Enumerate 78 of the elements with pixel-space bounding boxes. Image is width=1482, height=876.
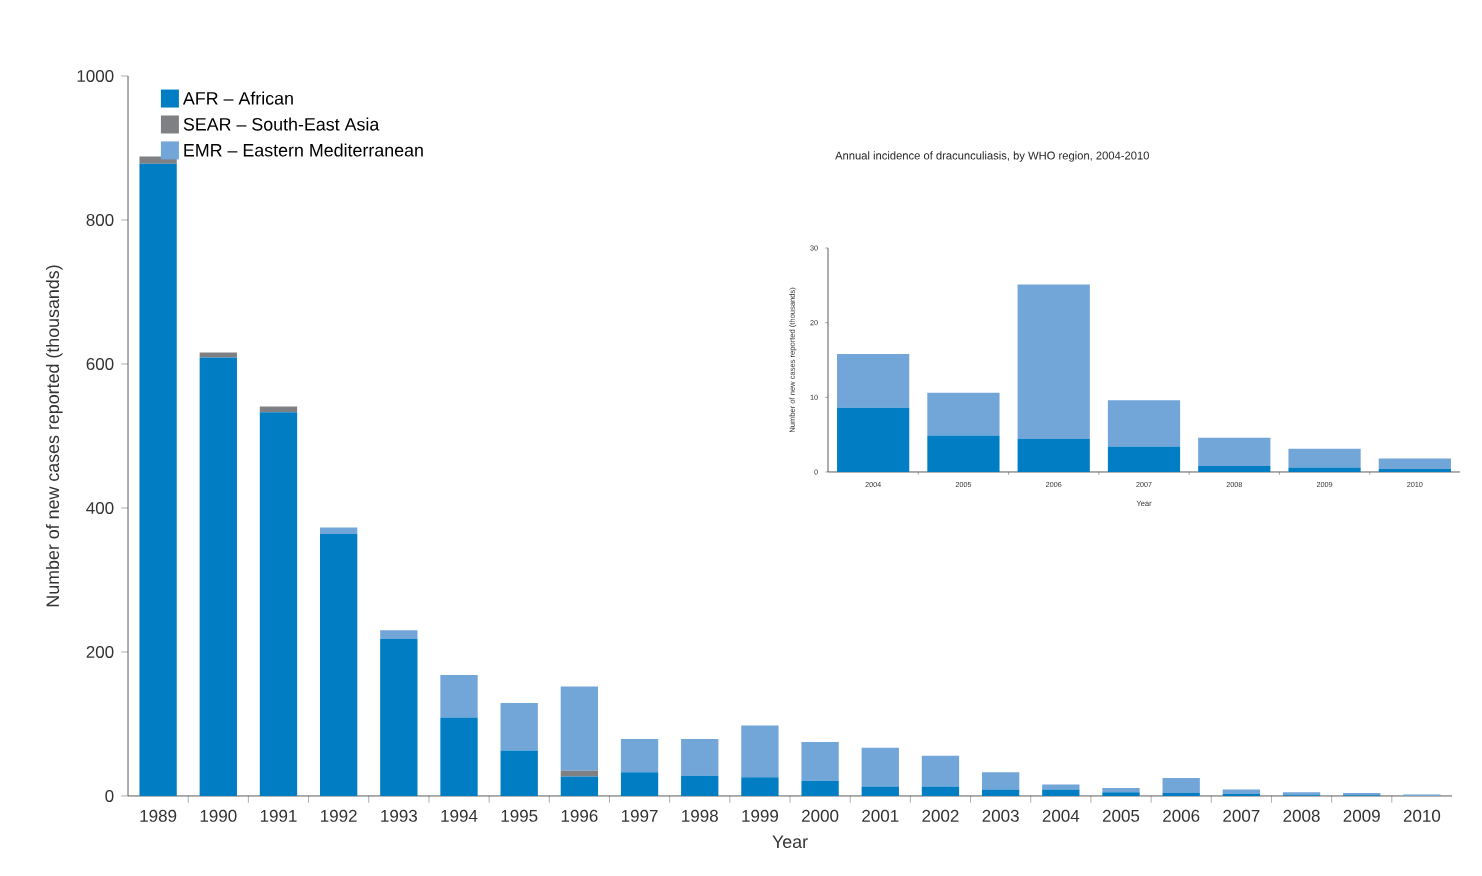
x-tick-label: 2009 xyxy=(1343,809,1380,822)
bar xyxy=(500,703,538,751)
x-tick-label: 1997 xyxy=(621,809,658,822)
x-tick-label: 1996 xyxy=(561,809,598,822)
x-tick-label: 2005 xyxy=(1102,809,1140,822)
bar xyxy=(741,777,779,796)
legend-label: EMR – Eastern Mediterranean xyxy=(184,143,423,157)
x-tick-label: 1995 xyxy=(501,809,538,822)
y-tick-label: 600 xyxy=(86,357,114,370)
x-tick-label: 2006 xyxy=(1163,809,1200,822)
x-tick-label: 1991 xyxy=(260,809,297,822)
x-tick-label: 1999 xyxy=(742,809,779,822)
bar xyxy=(620,772,659,796)
y-tick-label: 0 xyxy=(105,789,114,802)
x-tick-label: 1998 xyxy=(682,809,718,822)
bar xyxy=(560,776,599,796)
bar xyxy=(921,755,960,787)
bar xyxy=(837,407,910,472)
bar xyxy=(259,406,298,413)
bar xyxy=(1198,437,1271,466)
bar xyxy=(1162,777,1200,794)
x-tick-label: 2003 xyxy=(982,809,1019,822)
bar xyxy=(921,786,960,796)
bar xyxy=(681,739,719,776)
x-tick-label: 2007 xyxy=(1223,809,1260,822)
bar xyxy=(741,725,779,778)
bar xyxy=(1017,439,1090,472)
bar xyxy=(620,739,659,773)
x-tick-label: 2008 xyxy=(1283,809,1320,822)
x-tick-label: 1990 xyxy=(200,809,237,822)
x-tick-label: 2000 xyxy=(802,809,839,822)
bar xyxy=(259,412,298,796)
bar xyxy=(1288,448,1361,468)
x-tick-label: 1992 xyxy=(321,809,357,822)
bar xyxy=(139,163,177,796)
y-axis-title: Number of new cases reported (thousands) xyxy=(45,265,63,607)
bar xyxy=(681,775,719,796)
bar xyxy=(1017,284,1090,440)
y-tick-label: 1000 xyxy=(77,69,114,82)
bar xyxy=(199,357,237,796)
bar xyxy=(1042,784,1080,790)
x-tick-label: 1989 xyxy=(140,809,177,822)
bar xyxy=(380,630,418,640)
bar xyxy=(837,354,910,408)
x-tick-label: 2010 xyxy=(1403,809,1441,822)
bar xyxy=(1198,466,1271,472)
bar xyxy=(927,392,1000,436)
bar xyxy=(1107,446,1181,472)
x-tick-label: 1994 xyxy=(441,809,478,822)
y-tick-label: 800 xyxy=(86,213,114,226)
x-tick-label: 2004 xyxy=(1042,809,1080,822)
bar xyxy=(320,533,358,796)
x-tick-label: 2001 xyxy=(862,809,899,822)
bar xyxy=(801,741,839,781)
bar xyxy=(981,772,1020,790)
bar xyxy=(199,352,237,358)
bar xyxy=(380,639,418,796)
bar xyxy=(560,770,599,777)
legend-label: SEAR – South-East Asia xyxy=(183,117,380,131)
y-tick-label: 400 xyxy=(86,501,114,514)
bar xyxy=(861,786,899,796)
x-axis-title: Year xyxy=(772,835,808,849)
bar xyxy=(560,686,599,771)
bar xyxy=(927,435,1000,472)
x-tick-label: 1993 xyxy=(381,809,417,822)
bar xyxy=(320,527,358,534)
bar xyxy=(1378,458,1451,469)
x-tick-label: 2002 xyxy=(922,809,959,822)
bar xyxy=(440,717,478,796)
bar xyxy=(801,780,839,796)
y-tick-label: 200 xyxy=(86,645,114,658)
bar xyxy=(861,747,899,787)
bar xyxy=(1107,400,1181,447)
bar xyxy=(440,675,478,718)
bar xyxy=(1042,789,1080,796)
legend-label: AFR – African xyxy=(182,91,293,105)
bar xyxy=(500,750,538,796)
bar xyxy=(981,789,1020,796)
